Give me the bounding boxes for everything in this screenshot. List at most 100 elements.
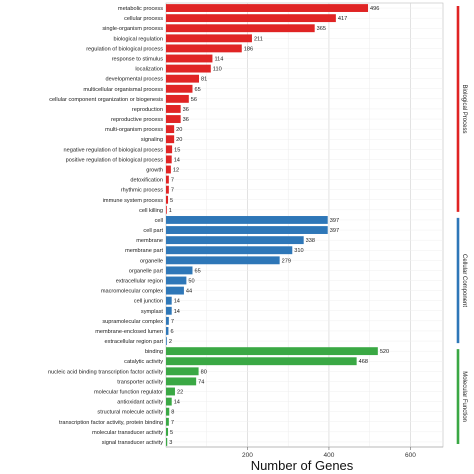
category-label: catalytic activity	[124, 359, 163, 365]
category-label: multicellular organismal process	[83, 87, 163, 93]
category-label: cell part	[143, 228, 163, 234]
category-label: metabolic process	[118, 6, 163, 12]
bar	[166, 337, 167, 345]
category-label: signal transducer activity	[102, 440, 163, 446]
value-label: 3	[169, 440, 172, 446]
bar	[166, 256, 280, 265]
value-label: 338	[306, 238, 315, 244]
category-label: response to stimulus	[112, 57, 164, 63]
bar	[166, 216, 328, 224]
value-label: 50	[188, 279, 194, 285]
bar	[166, 135, 175, 144]
category-label: immune system process	[103, 198, 164, 204]
category-label: negative regulation of biological proces…	[63, 147, 163, 153]
group-label: Molecular Function	[461, 371, 467, 422]
category-label: molecular function regulator	[94, 390, 163, 396]
bar	[166, 145, 173, 154]
category-label: rhythmic process	[121, 188, 163, 194]
group-label: Biological Process	[461, 84, 467, 133]
value-label: 14	[174, 309, 180, 315]
bar	[166, 125, 175, 134]
value-label: 80	[201, 369, 207, 375]
category-label: extracellular region	[116, 279, 163, 285]
bar	[166, 64, 211, 73]
bar	[166, 34, 252, 43]
value-label: 36	[183, 107, 189, 113]
category-label: developmental process	[105, 77, 163, 83]
bar	[166, 226, 328, 234]
bar	[166, 44, 242, 53]
category-label: transcription factor activity, protein b…	[59, 420, 163, 426]
value-label: 12	[173, 168, 179, 174]
bar	[166, 115, 181, 123]
value-label: 14	[174, 157, 180, 163]
bar	[166, 185, 169, 194]
category-label: cell junction	[134, 299, 163, 305]
bar	[166, 427, 169, 436]
x-tick-label: 600	[405, 452, 416, 459]
plot-panel	[165, 2, 444, 448]
bar	[166, 316, 169, 325]
bar	[166, 54, 213, 63]
value-labels: 4964173652111861141108165563636202015141…	[169, 6, 389, 446]
value-label: 7	[171, 178, 174, 184]
bar	[166, 407, 170, 416]
value-label: 14	[174, 299, 180, 305]
value-label: 14	[174, 400, 180, 406]
value-label: 496	[370, 6, 379, 12]
bar	[166, 417, 169, 426]
value-label: 310	[294, 248, 303, 254]
x-axis-title: Number of Genes	[251, 458, 354, 473]
value-label: 81	[201, 77, 207, 83]
bar	[166, 236, 304, 245]
bar	[166, 367, 199, 376]
value-label: 5	[170, 198, 173, 204]
bar	[166, 105, 181, 113]
category-label: cellular process	[124, 16, 163, 22]
category-label: structural molecule activity	[97, 410, 163, 416]
value-label: 22	[177, 390, 183, 396]
value-label: 110	[213, 67, 222, 73]
value-label: 114	[214, 57, 223, 63]
value-label: 65	[194, 268, 200, 274]
category-label: detoxification	[130, 178, 163, 184]
category-label: regulation of biological process	[86, 46, 163, 52]
category-label: organelle part	[129, 268, 164, 274]
bar	[166, 296, 172, 305]
x-tick-label: 400	[324, 452, 335, 459]
bar	[166, 387, 175, 396]
value-label: 468	[359, 359, 368, 365]
category-label: supramolecular complex	[102, 319, 163, 325]
value-label: 7	[171, 319, 174, 325]
value-label: 36	[183, 117, 189, 123]
category-label: binding	[145, 349, 163, 355]
category-label: positive regulation of biological proces…	[66, 157, 164, 163]
bar	[166, 84, 193, 93]
category-label: transporter activity	[117, 379, 163, 385]
category-label: nucleic acid binding transcription facto…	[48, 369, 163, 375]
value-label: 186	[244, 46, 253, 52]
value-label: 7	[171, 188, 174, 194]
bar	[166, 165, 171, 174]
category-label: localization	[135, 67, 163, 73]
category-label: reproductive process	[111, 117, 163, 123]
bar	[166, 347, 378, 356]
value-label: 56	[191, 97, 197, 103]
bar	[166, 246, 293, 255]
bar	[166, 205, 167, 214]
bar	[166, 438, 168, 446]
value-label: 365	[317, 26, 326, 32]
x-tick-label: 200	[242, 452, 253, 459]
bar	[166, 175, 169, 184]
category-label: cell	[155, 218, 163, 224]
bar	[166, 306, 172, 315]
value-label: 6	[170, 329, 173, 335]
category-label: symplast	[141, 309, 164, 315]
value-label: 1	[169, 208, 172, 214]
category-label: single-organism process	[102, 26, 163, 32]
value-label: 279	[282, 258, 291, 264]
category-label: membrane	[136, 238, 163, 244]
category-label: organelle	[140, 258, 163, 264]
category-label: macromolecular complex	[101, 289, 163, 295]
x-axis: 200 400 600	[166, 446, 443, 459]
